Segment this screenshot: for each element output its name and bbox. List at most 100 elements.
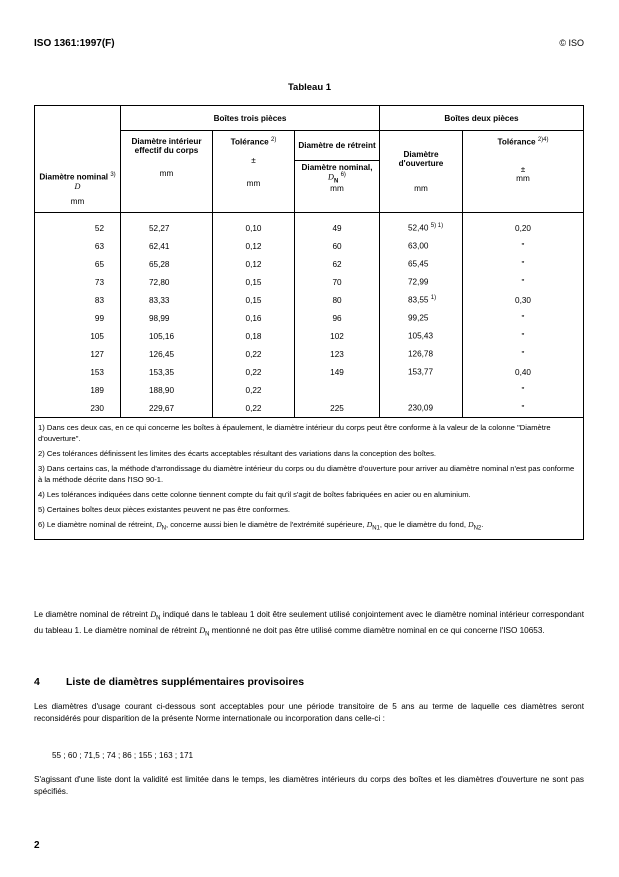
cell-nominal: 83	[34, 291, 121, 309]
cell-retreint: 49	[294, 212, 380, 237]
cell-tol2: "	[462, 381, 584, 399]
cell-retreint	[294, 381, 380, 399]
header-retreint-nominal: Diamètre nominal, DN 6) mm	[294, 160, 380, 213]
cell-opening: 153,77	[379, 363, 463, 381]
cell-nominal: 230	[34, 399, 121, 418]
page-number: 2	[34, 840, 40, 851]
header-group-two-piece: Boîtes deux pièces	[379, 105, 584, 131]
cell-nominal: 52	[34, 212, 121, 237]
cell-tol3: 0,12	[212, 255, 295, 273]
cell-tol2: 0,40	[462, 363, 584, 381]
table-note: 3) Dans certains cas, la méthode d'arron…	[38, 464, 575, 484]
cell-opening: 65,45	[379, 255, 463, 273]
table-note: 2) Ces tolérances définissent les limite…	[38, 449, 437, 458]
cell-inner: 98,99	[120, 309, 213, 327]
table-row: 65 65,28 0,12 62 65,45 "	[34, 255, 584, 273]
cell-opening: 83,55 1)	[379, 291, 463, 309]
cell-tol2: 0,30	[462, 291, 584, 309]
table-note: 5) Certaines boîtes deux pièces existant…	[38, 505, 291, 514]
cell-inner: 83,33	[120, 291, 213, 309]
cell-tol3: 0,22	[212, 381, 295, 399]
table-row: 99 98,99 0,16 96 99,25 "	[34, 309, 584, 327]
cell-inner: 62,41	[120, 237, 213, 255]
table-caption: Tableau 1	[287, 82, 332, 93]
cell-tol2: "	[462, 345, 584, 363]
cell-nominal: 127	[34, 345, 121, 363]
cell-nominal: 105	[34, 327, 121, 345]
table-row: 153 153,35 0,22 149 153,77 0,40	[34, 363, 584, 381]
table-row: 189 188,90 0,22 "	[34, 381, 584, 399]
cell-retreint: 102	[294, 327, 380, 345]
cell-tol3: 0,16	[212, 309, 295, 327]
cell-inner: 153,35	[120, 363, 213, 381]
cell-tol2: "	[462, 327, 584, 345]
cell-opening: 63,00	[379, 237, 463, 255]
cell-tol2: "	[462, 399, 584, 418]
table-row: 63 62,41 0,12 60 63,00 "	[34, 237, 584, 255]
cell-retreint: 149	[294, 363, 380, 381]
cell-nominal: 73	[34, 273, 121, 291]
cell-tol3: 0,22	[212, 399, 295, 418]
cell-tol3: 0,12	[212, 237, 295, 255]
cell-inner: 229,67	[120, 399, 213, 418]
cell-opening: 230,09	[379, 399, 463, 418]
cell-opening: 105,43	[379, 327, 463, 345]
cell-tol3: 0,22	[212, 363, 295, 381]
section-heading: 4 Liste de diamètres supplémentaires prov…	[34, 676, 305, 688]
cell-inner: 72,80	[120, 273, 213, 291]
cell-opening: 99,25	[379, 309, 463, 327]
header-retreint: Diamètre de rétreint	[294, 130, 380, 161]
cell-nominal: 189	[34, 381, 121, 399]
cell-nominal: 63	[34, 237, 121, 255]
cell-inner: 65,28	[120, 255, 213, 273]
header-tolerance-two: Tolérance 2)4) ± mm	[462, 130, 584, 213]
table-row: 127 126,45 0,22 123 126,78 "	[34, 345, 584, 363]
cell-nominal: 99	[34, 309, 121, 327]
cell-tol3: 0,18	[212, 327, 295, 345]
cell-retreint: 60	[294, 237, 380, 255]
cell-opening: 72,99	[379, 273, 463, 291]
header-nominal: Diamètre nominal 3) D mm	[34, 105, 121, 213]
header-tolerance-three: Tolérance 2) ± mm	[212, 130, 295, 213]
cell-tol2: "	[462, 309, 584, 327]
cell-retreint: 80	[294, 291, 380, 309]
table-note: 1) Dans ces deux cas, en ce qui concerne…	[38, 423, 551, 443]
section-closing: S'agissant d'une liste dont la validité …	[34, 775, 584, 796]
cell-opening	[379, 381, 463, 399]
cell-inner: 126,45	[120, 345, 213, 363]
cell-opening: 126,78	[379, 345, 463, 363]
header-group-three-piece: Boîtes trois pièces	[120, 105, 380, 131]
header-opening-diameter: Diamètre d'ouverture mm	[379, 130, 463, 213]
paragraph-retreint: Le diamètre nominal de rétreint DN indiq…	[34, 610, 584, 638]
table-row: 105 105,16 0,18 102 105,43 "	[34, 327, 584, 345]
cell-tol3: 0,15	[212, 291, 295, 309]
table-notes: 1) Dans ces deux cas, en ce qui concerne…	[34, 417, 584, 540]
cell-retreint: 225	[294, 399, 380, 418]
table-row: 83 83,33 0,15 80 83,55 1) 0,30	[34, 291, 584, 309]
cell-tol3: 0,22	[212, 345, 295, 363]
document-id: ISO 1361:1997(F)	[34, 38, 115, 49]
table-note: 4) Les tolérances indiquées dans cette c…	[38, 490, 471, 499]
table-row: 73 72,80 0,15 70 72,99 "	[34, 273, 584, 291]
diameter-table: Diamètre nominal 3) D mm Boîtes trois pi…	[34, 105, 584, 540]
header-inner-diameter: Diamètre intérieur effectif du corps mm	[120, 130, 213, 213]
cell-tol2: "	[462, 237, 584, 255]
cell-nominal: 65	[34, 255, 121, 273]
cell-retreint: 123	[294, 345, 380, 363]
cell-tol2: "	[462, 273, 584, 291]
section-intro: Les diamètres d'usage courant ci-dessous…	[34, 702, 584, 723]
cell-inner: 188,90	[120, 381, 213, 399]
cell-tol2: "	[462, 255, 584, 273]
cell-nominal: 153	[34, 363, 121, 381]
cell-retreint: 96	[294, 309, 380, 327]
cell-inner: 105,16	[120, 327, 213, 345]
table-row: 230 229,67 0,22 225 230,09 "	[34, 399, 584, 418]
cell-tol3: 0,15	[212, 273, 295, 291]
cell-retreint: 70	[294, 273, 380, 291]
cell-tol2: 0,20	[462, 212, 584, 237]
cell-tol3: 0,10	[212, 212, 295, 237]
diameter-list: 55 ; 60 ; 71,5 ; 74 ; 86 ; 155 ; 163 ; 1…	[52, 751, 194, 760]
cell-opening: 52,40 5) 1)	[379, 212, 463, 237]
copyright: © ISO	[559, 38, 584, 48]
